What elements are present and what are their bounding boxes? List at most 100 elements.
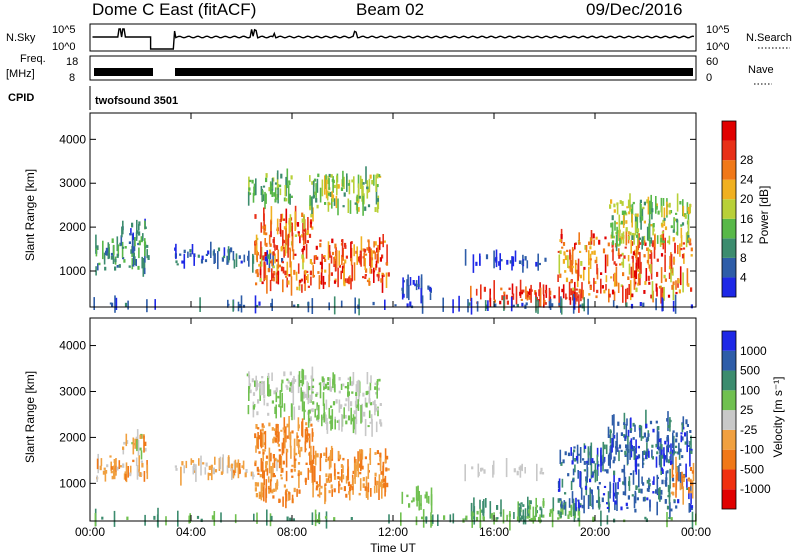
heatmap-cell [304,441,307,453]
heatmap-cell [631,213,633,228]
heatmap-cell [535,504,538,517]
heatmap-cell [611,289,615,295]
heatmap-cell [301,284,303,293]
heatmap-cell [563,251,566,256]
heatmap-cell [138,240,141,246]
heatmap-cell [557,481,560,489]
heatmap-cell [651,449,653,458]
heatmap-cell [315,481,318,485]
heatmap-cell [690,435,692,454]
heatmap-cell [626,206,629,209]
heatmap-cell [666,512,668,528]
colorbar-swatch [722,257,736,278]
heatmap-cell [290,388,293,393]
heatmap-cell [503,291,506,295]
heatmap-cell [613,470,616,476]
heatmap-cell [650,264,652,274]
colorbar-tick-label: 500 [740,364,760,378]
heatmap-cell [635,485,638,490]
heatmap-cell [458,295,460,312]
heatmap-cell [676,219,679,236]
heatmap-cell [627,255,630,262]
heatmap-cell [114,266,117,271]
heatmap-cell [516,304,519,307]
heatmap-cell [344,386,347,389]
heatmap-cell [204,467,207,475]
heatmap-cell [632,437,635,440]
heatmap-cell [364,206,367,211]
heatmap-cell [177,510,179,527]
heatmap-cell [652,223,655,228]
heatmap-cell [648,264,651,269]
heatmap-cell [318,514,320,522]
heatmap-cell [596,289,599,294]
heatmap-cell [331,198,334,202]
heatmap-cell [364,258,366,271]
heatmap-cell [638,237,642,240]
heatmap-cell [666,436,669,442]
heatmap-cell [673,217,675,230]
heatmap-cell [318,404,320,419]
heatmap-cell [292,386,295,406]
heatmap-cell [285,426,287,443]
heatmap-cell [312,465,314,485]
heatmap-cell [591,458,594,463]
heatmap-cell [530,517,533,522]
heatmap-cell [367,482,370,493]
heatmap-cell [218,458,221,471]
heatmap-cell [330,473,332,482]
heatmap-cell [574,503,576,516]
heatmap-cell [382,478,385,482]
heatmap-cell [377,195,380,210]
heatmap-cell [667,459,670,464]
heatmap-cell [649,420,653,425]
heatmap-cell [679,448,682,453]
heatmap-cell [664,226,668,231]
heatmap-cell [135,259,137,267]
heatmap-cell [103,467,106,470]
heatmap-cell [417,283,420,287]
heatmap-cell [302,232,305,241]
heatmap-cell [226,465,229,474]
heatmap-cell [487,300,489,311]
heatmap-cell [349,491,351,501]
heatmap-cell [688,240,691,245]
heatmap-cell [328,202,331,205]
heatmap-cell [596,454,599,465]
heatmap-cell [311,428,314,442]
heatmap-cell [569,297,572,305]
heatmap-cell [129,472,132,477]
heatmap-cell [510,296,513,312]
heatmap-cell [307,409,310,428]
heatmap-cell [635,262,638,279]
heatmap-cell [278,449,281,452]
heatmap-cell [686,487,689,490]
heatmap-cell [519,467,522,478]
heatmap-cell [329,191,332,197]
heatmap-cell [280,405,282,418]
heatmap-cell [143,258,146,272]
heatmap-cell [341,254,343,265]
heatmap-cell [631,232,634,237]
colorbar-swatch [722,410,736,430]
heatmap-cell [352,470,355,474]
heatmap-cell [672,258,676,262]
heatmap-cell [610,276,613,279]
heatmap-cell [511,283,514,295]
heatmap-cell [687,283,690,287]
heatmap-cell [645,518,648,522]
heatmap-cell [298,279,301,287]
heatmap-cell [298,474,300,489]
heatmap-cell [388,514,390,524]
heatmap-cell [575,269,578,274]
colorbar-tick-label: 20 [740,192,754,206]
heatmap-cell [248,187,251,191]
heatmap-cell [303,401,305,420]
heatmap-cell [442,297,444,312]
heatmap-cell [565,293,567,300]
heatmap-cell [132,232,134,240]
heatmap-cell [256,436,258,449]
heatmap-cell [644,516,647,520]
